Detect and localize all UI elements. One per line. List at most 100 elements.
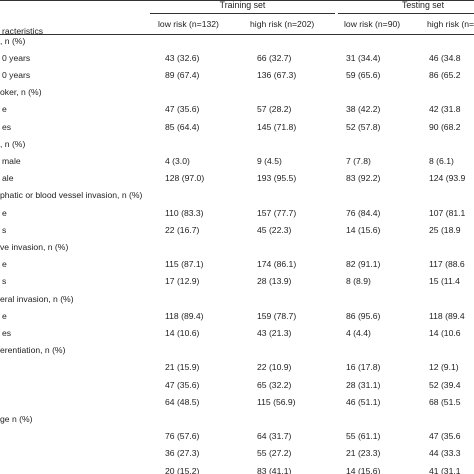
table-cell: 82 (91.1) (346, 259, 381, 270)
row-label: e (2, 310, 7, 321)
table-cell: 57 (28.2) (257, 104, 292, 115)
table-cell: 86 (95.6) (346, 310, 381, 321)
table-cell: 66 (32.7) (257, 52, 292, 63)
table-cell: 14 (10.6 (429, 327, 461, 338)
table-cell: 15 (11.4 (429, 276, 460, 287)
table-cell: 90 (68.2 (429, 121, 461, 132)
table-cell: 28 (31.1) (346, 379, 381, 390)
row-label: e (2, 104, 7, 115)
table-cell: 21 (15.9) (165, 362, 200, 373)
table-cell: 115 (56.9) (257, 396, 296, 407)
group-rule-testing (338, 13, 474, 14)
table-cell: 14 (10.6) (165, 327, 200, 338)
row-label: e (2, 259, 7, 270)
row-label: erentiation, n (%) (0, 345, 66, 356)
table-cell: 65 (32.2) (257, 379, 292, 390)
table-cell: 8 (8.9) (346, 276, 371, 287)
table-cell: 9 (4.5) (257, 155, 282, 166)
table-cell: 22 (16.7) (165, 224, 200, 235)
table-cell: 64 (48.5) (165, 396, 200, 407)
row-label: ve invasion, n (%) (0, 241, 69, 252)
table-cell: 83 (41.1) (257, 465, 292, 474)
table-cell: 8 (6.1) (429, 155, 454, 166)
table-cell: 136 (67.3) (257, 69, 297, 80)
table-cell: 157 (77.7) (257, 207, 297, 218)
table-cell: 85 (64.4) (165, 121, 200, 132)
table-cell: 31 (34.4) (346, 52, 381, 63)
table-cell: 43 (21.3) (257, 327, 292, 338)
table-cell: 174 (86.1) (257, 259, 297, 270)
table-cell: 68 (51.5 (429, 396, 461, 407)
header-characteristics: racteristics (2, 26, 44, 36)
table-cell: 110 (83.3) (165, 207, 204, 218)
table-cell: 41 (31.1 (429, 465, 461, 474)
table-cell: 55 (61.1) (346, 431, 381, 442)
table-cell: 52 (39.4 (429, 379, 461, 390)
table-cell: 59 (65.6) (346, 69, 381, 80)
table-cell: 145 (71.8) (257, 121, 297, 132)
table-cell: 76 (84.4) (346, 207, 381, 218)
group-rule-training (150, 13, 335, 14)
table-cell: 22 (10.9) (257, 362, 292, 373)
row-label: e (2, 207, 7, 218)
table-cell: 14 (15.6) (346, 465, 381, 474)
table-cell: 14 (15.6) (346, 224, 381, 235)
row-label: 0 years (2, 69, 31, 80)
row-label: , n (%) (0, 35, 26, 46)
table-cell: 47 (35.6) (165, 379, 200, 390)
row-label: 0 years (2, 52, 31, 63)
table-cell: 38 (42.2) (346, 104, 381, 115)
subheader-test-high: high risk (n=1 (427, 19, 474, 29)
table-cell: 25 (18.9 (429, 224, 461, 235)
table-cell: 64 (31.7) (257, 431, 292, 442)
table-cell: 118 (89.4 (429, 310, 465, 321)
table-cell: 76 (57.6) (165, 431, 200, 442)
table-cell: 159 (78.7) (257, 310, 297, 321)
table-cell: 86 (65.2 (429, 69, 461, 80)
row-label: eral invasion, n (%) (0, 293, 74, 304)
table-cell: 45 (22.3) (257, 224, 292, 235)
subheader-train-high: high risk (n=202) (250, 19, 315, 29)
table-cell: 107 (81.1 (429, 207, 466, 218)
row-label: ale (2, 173, 14, 184)
table-cell: 28 (13.9) (257, 276, 292, 287)
table-cell: 44 (33.3 (429, 448, 461, 459)
table-cell: 83 (92.2) (346, 173, 381, 184)
table-cell: 43 (32.6) (165, 52, 200, 63)
table-cell: 42 (31.8 (429, 104, 461, 115)
row-label: s (2, 276, 7, 287)
top-rule (0, 0, 474, 1)
row-label: male (2, 155, 21, 166)
table-cell: 52 (57.8) (346, 121, 381, 132)
table-cell: 17 (12.9) (165, 276, 200, 287)
table-cell: 89 (67.4) (165, 69, 200, 80)
row-label: phatic or blood vessel invasion, n (%) (0, 190, 143, 201)
row-label: es (2, 327, 12, 338)
group-header-training: Training set (219, 0, 266, 10)
table-cell: 47 (35.6) (165, 104, 200, 115)
row-label: oker, n (%) (0, 87, 42, 98)
row-label: s (2, 224, 7, 235)
subheader-test-low: low risk (n=90) (344, 19, 401, 29)
table-cell: 128 (97.0) (165, 173, 205, 184)
subheader-train-low: low risk (n=132) (158, 19, 219, 29)
table-cell: 12 (9.1) (429, 362, 459, 373)
row-label: ge n (%) (0, 413, 33, 424)
group-header-testing: Testing set (401, 0, 445, 10)
table-cell: 55 (27.2) (257, 448, 292, 459)
table-cell: 4 (4.4) (346, 327, 371, 338)
table-cell: 36 (27.3) (165, 448, 200, 459)
table-cell: 16 (17.8) (346, 362, 381, 373)
table-cell: 193 (95.5) (257, 173, 297, 184)
table-cell: 118 (89.4) (165, 310, 204, 321)
row-label: es (2, 121, 12, 132)
table-cell: 117 (88.6 (429, 259, 465, 270)
table-cell: 21 (23.3) (346, 448, 381, 459)
table-cell: 46 (51.1) (346, 396, 381, 407)
row-label: , n (%) (0, 138, 26, 149)
table-cell: 46 (34.8 (429, 52, 461, 63)
table-cell: 4 (3.0) (165, 155, 190, 166)
table-cell: 115 (87.1) (165, 259, 204, 270)
table-cell: 47 (35.6 (429, 431, 461, 442)
